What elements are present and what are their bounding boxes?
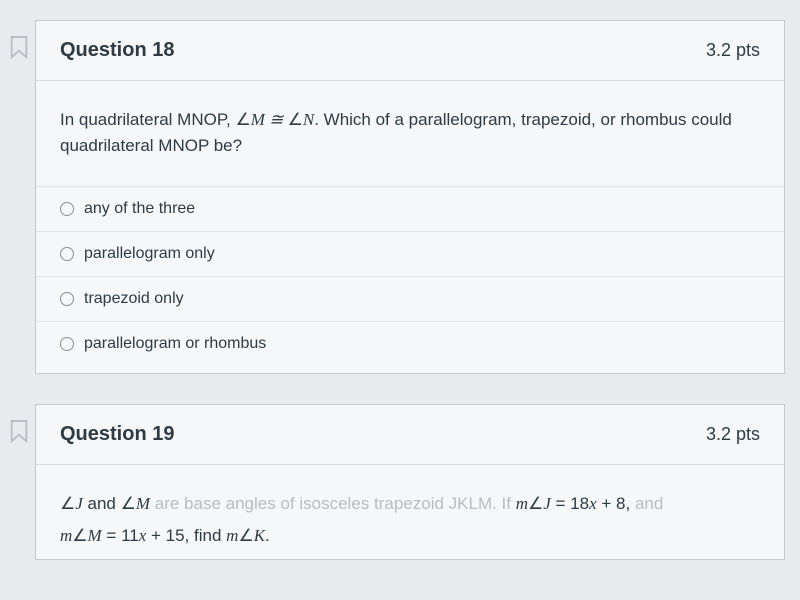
question-text: ∠J and ∠M are base angles of isosceles t… xyxy=(60,491,760,517)
option-row-4[interactable]: parallelogram or rhombus xyxy=(36,321,784,373)
radio-icon xyxy=(60,337,74,351)
question-body: ∠J and ∠M are base angles of isosceles t… xyxy=(36,465,784,560)
option-label: parallelogram or rhombus xyxy=(84,335,266,353)
option-row-3[interactable]: trapezoid only xyxy=(36,276,784,321)
option-row-1[interactable]: any of the three xyxy=(36,186,784,231)
radio-icon xyxy=(60,247,74,261)
question-text: In quadrilateral MNOP, ∠M ≅ ∠N. Which of… xyxy=(60,107,760,160)
question-points: 3.2 pts xyxy=(706,40,760,61)
option-label: trapezoid only xyxy=(84,290,184,308)
bookmark-icon[interactable] xyxy=(8,34,30,60)
option-label: any of the three xyxy=(84,200,195,218)
question-text-line2: m∠M = 11x + 15, find m∠K. xyxy=(60,523,760,549)
question-18-card: Question 18 3.2 pts In quadrilateral MNO… xyxy=(35,20,785,374)
question-points: 3.2 pts xyxy=(706,424,760,445)
question-19-card: Question 19 3.2 pts ∠J and ∠M are base a… xyxy=(35,404,785,561)
options-list: any of the three parallelogram only trap… xyxy=(36,186,784,373)
question-header: Question 18 3.2 pts xyxy=(36,21,784,81)
option-row-2[interactable]: parallelogram only xyxy=(36,231,784,276)
option-label: parallelogram only xyxy=(84,245,215,263)
question-title: Question 18 xyxy=(60,39,174,62)
radio-icon xyxy=(60,292,74,306)
question-header: Question 19 3.2 pts xyxy=(36,405,784,465)
bookmark-icon[interactable] xyxy=(8,418,30,444)
question-title: Question 19 xyxy=(60,423,174,446)
question-body: In quadrilateral MNOP, ∠M ≅ ∠N. Which of… xyxy=(36,81,784,178)
radio-icon xyxy=(60,202,74,216)
